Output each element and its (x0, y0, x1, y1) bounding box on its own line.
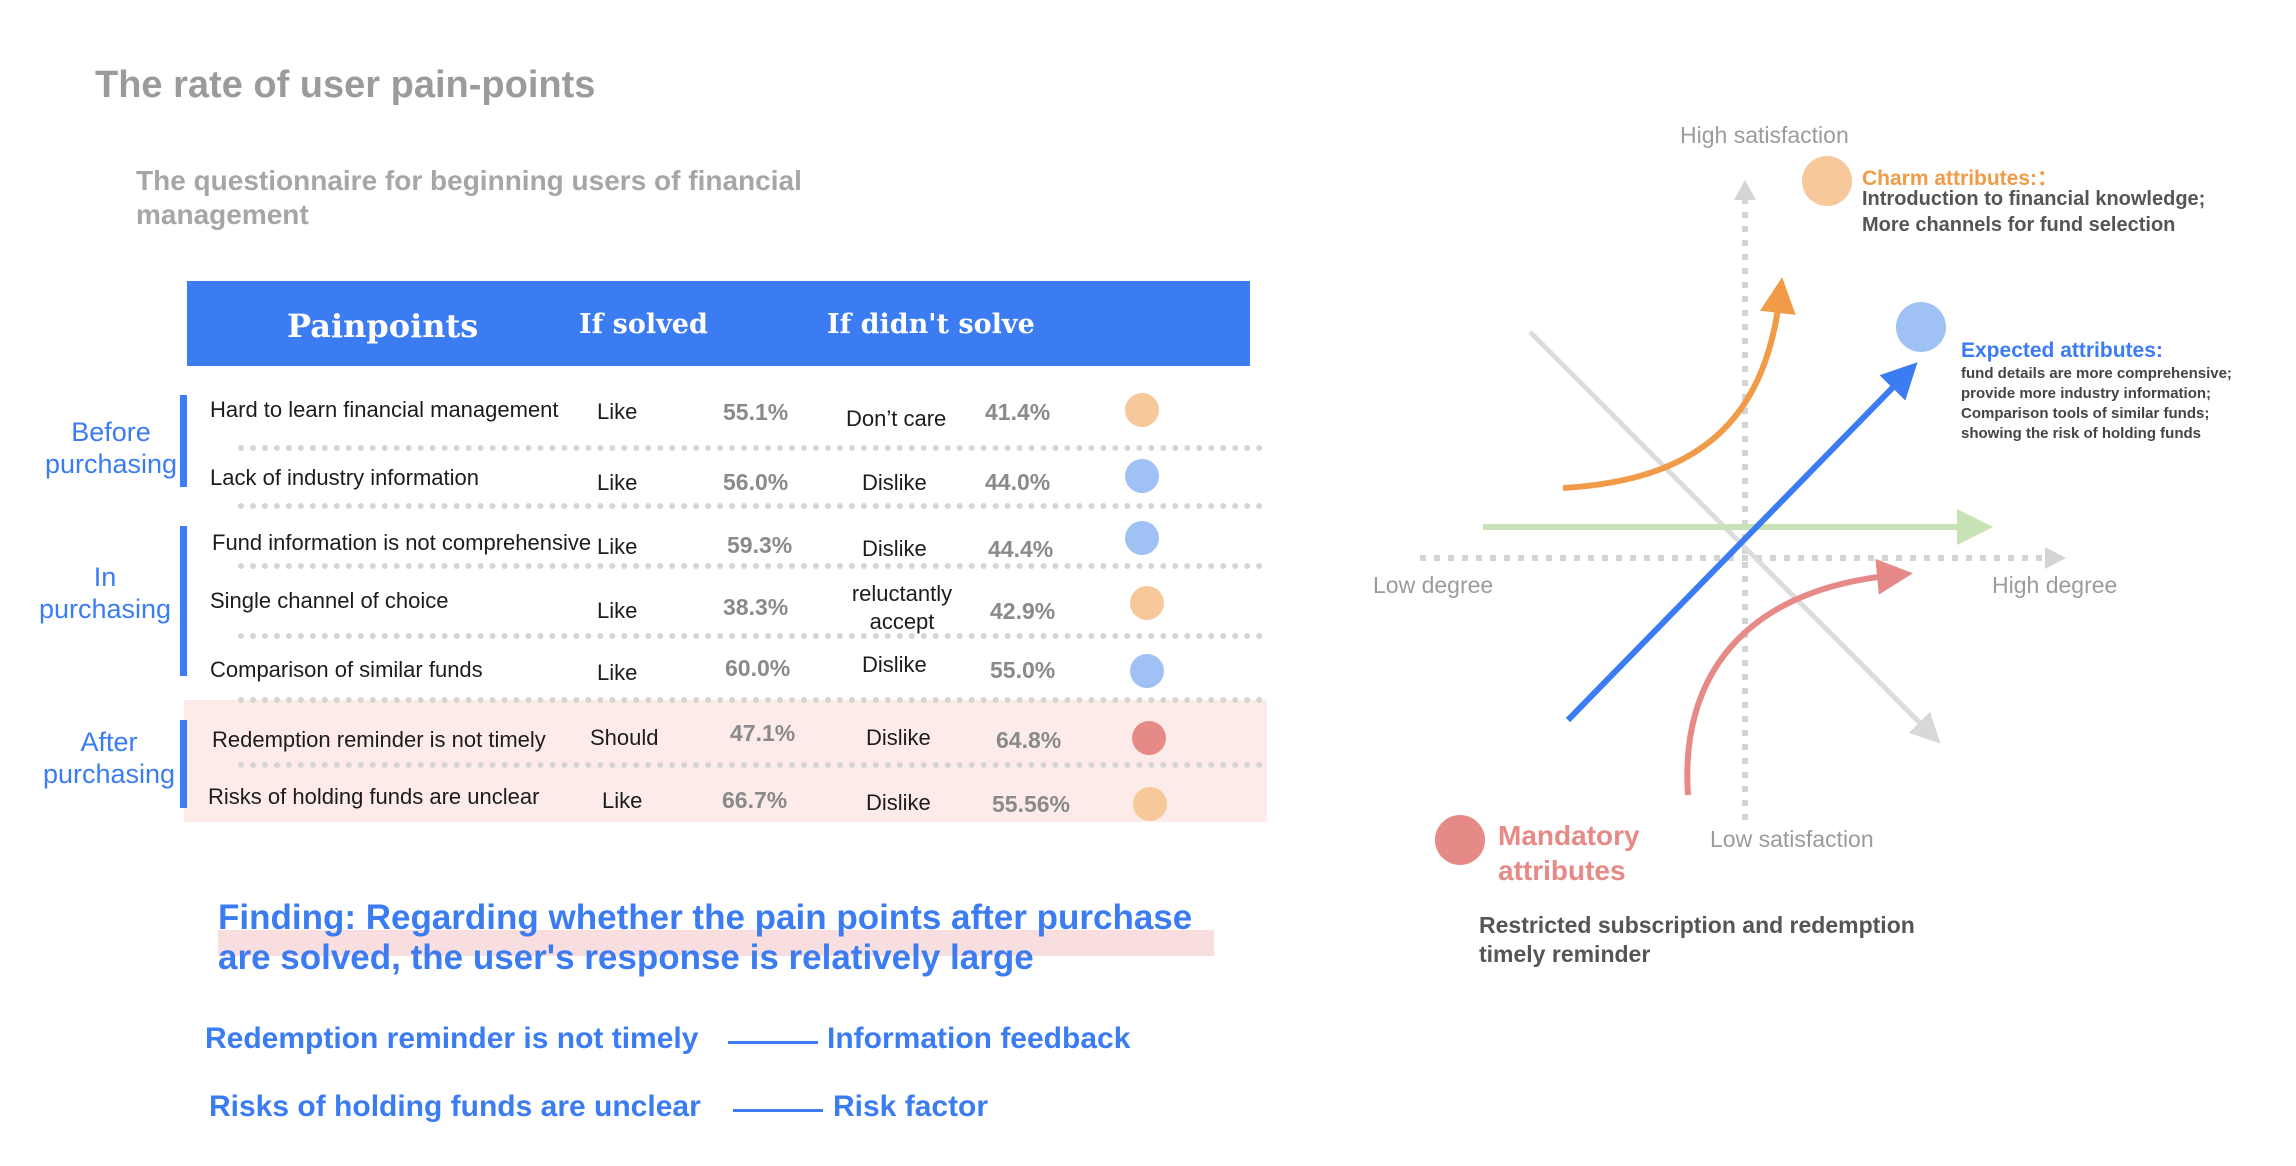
row-painpoint: Risks of holding funds are unclear (208, 784, 540, 809)
row-divider (238, 762, 1263, 768)
mandatory-dot (1435, 815, 1485, 865)
indifferent-line (1528, 330, 1941, 744)
expected-line: provide more industry information; (1961, 385, 2212, 402)
stage-bar-before (180, 395, 187, 487)
finding-highlight (218, 930, 1214, 956)
horizontal-axis-arrow (2045, 547, 2066, 569)
mandatory-line: Restricted subscription and redemption (1479, 912, 1915, 938)
mandatory-curve (1684, 558, 1913, 796)
page-title: The rate of user pain-points (95, 64, 596, 106)
row-painpoint: Redemption reminder is not timely (212, 727, 546, 752)
row-unsolved-pct: 44.0% (985, 469, 1051, 495)
mapping-connector (728, 1041, 818, 1044)
row-painpoint: Hard to learn financial management (210, 397, 559, 422)
row-status-dot (1130, 654, 1164, 688)
mapping-connector (733, 1109, 823, 1112)
charm-line: Introduction to financial knowledge; (1862, 188, 2206, 210)
row-status-dot (1125, 521, 1159, 555)
row-unsolved: Don’t care (846, 406, 947, 431)
row-solved-pct: 47.1% (730, 720, 796, 746)
row-solved: Like (597, 399, 638, 424)
stage-in-purchasing: In purchasing (38, 562, 172, 624)
row-solved: Like (602, 788, 643, 813)
row-unsolved-pct: 41.4% (985, 399, 1051, 425)
row-unsolved-pct: 64.8% (996, 727, 1062, 753)
charm-curve (1562, 277, 1796, 491)
row-solved-pct: 56.0% (723, 469, 789, 495)
expected-title: Expected attributes: (1961, 339, 2163, 362)
charm-dot (1802, 156, 1852, 206)
row-status-dot (1133, 787, 1167, 821)
row-divider (238, 563, 1263, 569)
expected-line (1565, 362, 1918, 723)
header-if-solved: If solved (579, 309, 708, 340)
row-solved-pct: 55.1% (723, 399, 789, 425)
row-unsolved-pct: 42.9% (990, 598, 1056, 624)
row-solved: Like (597, 598, 638, 623)
row-divider (238, 633, 1263, 639)
expected-line: fund details are more comprehensive; (1961, 365, 2232, 382)
table-header: Painpoints If solved If didn't solve (187, 281, 1250, 366)
row-unsolved: Dislike (862, 652, 927, 677)
row-unsolved: Dislike (862, 470, 927, 495)
after-purchase-highlight (184, 700, 1267, 822)
row-status-dot (1125, 393, 1159, 427)
page-subtitle: The questionnaire for beginning users of… (136, 165, 802, 230)
row-painpoint: Lack of industry information (210, 465, 480, 490)
row-unsolved-pct: 44.4% (988, 536, 1054, 562)
axis-label-left: Low degree (1373, 572, 1494, 598)
header-painpoints: Painpoints (287, 307, 479, 345)
row-unsolved: Dislike (862, 536, 927, 561)
axis-label-top: High satisfaction (1680, 122, 1849, 148)
row-divider (238, 445, 1263, 451)
header-if-not-solved: If didn't solve (827, 309, 1035, 340)
stage-before-purchasing: Before purchasing (44, 417, 178, 479)
row-solved-pct: 60.0% (725, 655, 791, 681)
stage-bar-after (180, 720, 187, 808)
row-solved-pct: 66.7% (722, 787, 788, 813)
mapping-to: Information feedback (827, 1022, 1131, 1055)
vertical-axis-arrow (1734, 180, 1756, 200)
expected-line: showing the risk of holding funds (1961, 425, 2201, 442)
row-painpoint: Comparison of similar funds (210, 657, 483, 682)
mapping-from: Risks of holding funds are unclear (209, 1090, 701, 1123)
stage-after-purchasing: After purchasing (42, 727, 176, 789)
row-unsolved-pct: 55.56% (992, 791, 1071, 817)
row-solved-pct: 59.3% (727, 532, 793, 558)
row-painpoint: Single channel of choice (210, 588, 449, 613)
expected-dot (1896, 302, 1946, 352)
axis-label-right: High degree (1992, 572, 2118, 598)
row-status-dot (1125, 459, 1159, 493)
mapping-from: Redemption reminder is not timely (205, 1022, 699, 1055)
finding-text: Finding: Regarding whether the pain poin… (218, 898, 1193, 977)
mandatory-title: attributes (1498, 855, 1626, 886)
row-solved: Like (597, 534, 638, 559)
axis-label-bottom: Low satisfaction (1710, 826, 1874, 852)
row-divider (238, 503, 1263, 509)
row-unsolved: reluctantly accept (851, 581, 953, 634)
row-solved: Like (597, 470, 638, 495)
row-unsolved: Dislike (866, 790, 931, 815)
mandatory-title: Mandatory (1498, 820, 1640, 851)
row-divider (238, 697, 1263, 703)
row-solved-pct: 38.3% (723, 594, 789, 620)
expected-line: Comparison tools of similar funds; (1961, 405, 2210, 422)
row-status-dot (1132, 721, 1166, 755)
mandatory-line: timely reminder (1479, 941, 1651, 967)
row-unsolved-pct: 55.0% (990, 657, 1056, 683)
charm-line: More channels for fund selection (1862, 214, 2176, 236)
mapping-to: Risk factor (833, 1090, 989, 1123)
row-unsolved: Dislike (866, 725, 931, 750)
row-solved: Like (597, 660, 638, 685)
stage-bar-in (180, 526, 187, 676)
row-status-dot (1130, 586, 1164, 620)
charm-title: Charm attributes:： (1862, 167, 2059, 190)
row-painpoint: Fund information is not comprehensive (212, 530, 592, 555)
row-solved: Should (590, 725, 659, 750)
